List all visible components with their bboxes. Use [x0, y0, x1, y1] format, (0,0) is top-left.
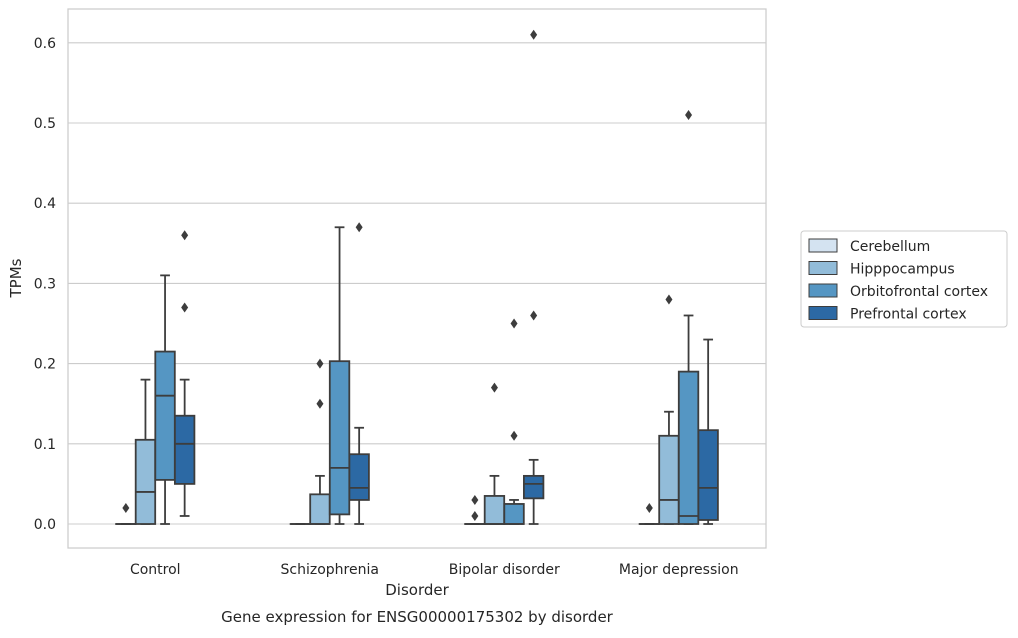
y-tick-label: 0.3 — [34, 276, 56, 292]
box-iqr — [175, 416, 195, 484]
legend: Cerebellum Hipppocampus Orbitofrontal cort… — [801, 231, 1007, 327]
box-iqr — [485, 496, 505, 524]
box-iqr — [310, 494, 330, 524]
box-iqr — [504, 504, 524, 524]
y-axis-label: TPMs — [7, 258, 25, 298]
y-tick-label: 0.4 — [34, 196, 56, 212]
x-tick-label: Schizophrenia — [281, 562, 379, 578]
y-tick-labels: 0.0 0.1 0.2 0.3 0.4 0.5 0.6 — [34, 36, 56, 533]
x-tick-label: Control — [130, 562, 181, 578]
legend-label: Orbitofrontal cortex — [850, 284, 988, 300]
legend-swatch — [809, 284, 837, 297]
y-tick-label: 0.1 — [34, 437, 56, 453]
chart-caption: Gene expression for ENSG00000175302 by d… — [221, 608, 614, 626]
x-tick-label: Bipolar disorder — [449, 562, 560, 578]
y-tick-label: 0.5 — [34, 116, 56, 132]
legend-swatch — [809, 239, 837, 252]
box-iqr — [679, 372, 699, 524]
box-iqr — [524, 476, 544, 498]
box-iqr — [330, 361, 350, 514]
box-iqr — [698, 430, 718, 520]
x-tick-labels: Control Schizophrenia Bipolar disorder Majo… — [130, 562, 739, 578]
y-tick-label: 0.6 — [34, 36, 56, 52]
box-iqr — [349, 454, 369, 500]
legend-swatch — [809, 262, 837, 275]
box-iqr — [659, 436, 679, 524]
box-iqr — [155, 352, 175, 480]
legend-label: Cerebellum — [850, 239, 930, 255]
box-iqr — [136, 440, 156, 524]
legend-label: Prefrontal cortex — [850, 307, 967, 323]
x-tick-label: Major depression — [619, 562, 739, 578]
x-axis-label: Disorder — [385, 581, 449, 599]
y-tick-label: 0.2 — [34, 357, 56, 373]
y-tick-label: 0.0 — [34, 517, 56, 533]
legend-label: Hipppocampus — [850, 262, 955, 278]
legend-swatch — [809, 307, 837, 320]
